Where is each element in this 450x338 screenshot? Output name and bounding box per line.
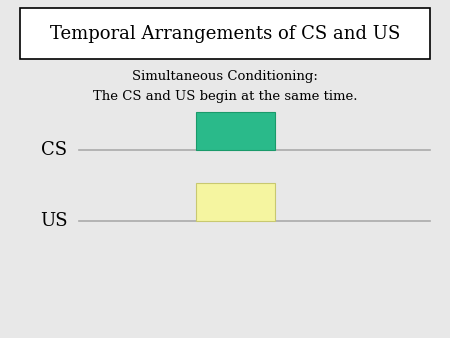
Text: Simultaneous Conditioning:: Simultaneous Conditioning: bbox=[132, 70, 318, 82]
Text: US: US bbox=[40, 212, 68, 231]
Text: CS: CS bbox=[41, 141, 67, 160]
Bar bbox=[196, 183, 274, 221]
Text: The CS and US begin at the same time.: The CS and US begin at the same time. bbox=[93, 90, 357, 103]
Text: Temporal Arrangements of CS and US: Temporal Arrangements of CS and US bbox=[50, 25, 400, 44]
Bar bbox=[196, 112, 274, 150]
FancyBboxPatch shape bbox=[20, 8, 430, 59]
